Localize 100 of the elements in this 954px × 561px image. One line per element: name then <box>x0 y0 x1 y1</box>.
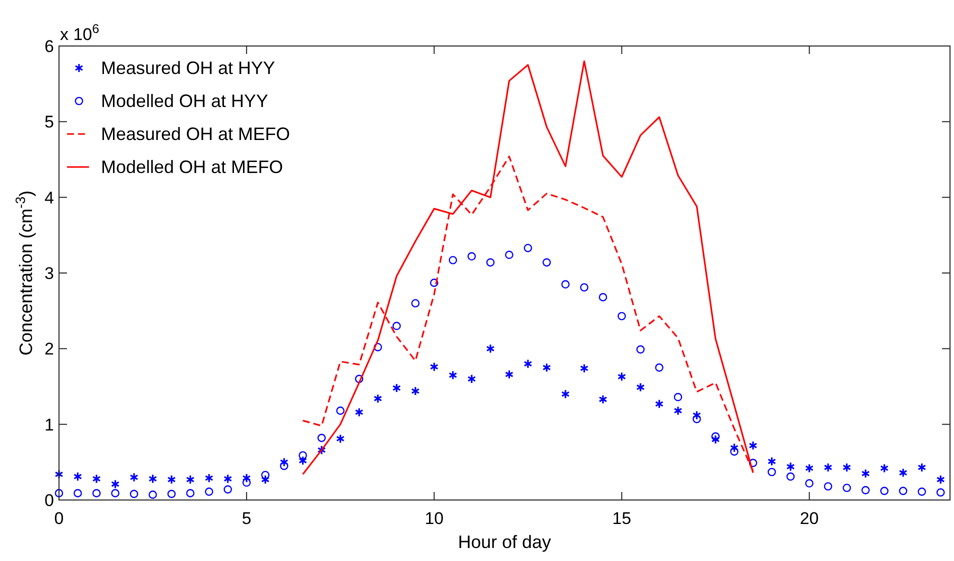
point <box>674 392 682 402</box>
point <box>692 410 702 420</box>
x-tick-label: 20 <box>800 509 819 528</box>
point <box>786 472 795 481</box>
point <box>167 490 176 498</box>
point <box>54 469 64 480</box>
point <box>842 462 852 472</box>
point <box>918 462 926 472</box>
point <box>861 468 870 478</box>
point <box>936 474 945 484</box>
point <box>92 474 101 484</box>
point <box>298 451 308 460</box>
point <box>898 486 908 496</box>
point <box>354 407 364 418</box>
point <box>617 372 626 382</box>
point <box>110 479 120 489</box>
y-tick-label: 3 <box>44 264 54 283</box>
point <box>224 474 232 484</box>
legend-label: Measured OH at HYY <box>101 58 276 78</box>
point <box>448 256 458 264</box>
point <box>598 293 608 302</box>
point <box>918 488 926 496</box>
x-axis-title: Hour of day <box>458 532 552 552</box>
text: x 10$^{6}$ <box>60 20 100 44</box>
point <box>598 394 608 404</box>
point <box>411 299 420 308</box>
point <box>730 447 738 456</box>
point <box>824 462 832 472</box>
point <box>73 472 82 482</box>
point <box>786 462 795 472</box>
point <box>542 258 551 267</box>
y-tick-label: 5 <box>44 112 54 132</box>
y-tick-label: 4 <box>44 188 54 208</box>
point <box>242 473 251 483</box>
point <box>148 474 158 484</box>
legend-label: Modelled OH at HYY <box>101 91 268 111</box>
point <box>618 312 626 320</box>
point <box>261 474 270 484</box>
y-tick-label: 0 <box>44 491 54 510</box>
point <box>842 484 851 492</box>
point <box>317 445 326 455</box>
point <box>636 382 645 392</box>
point <box>692 414 701 424</box>
point <box>748 440 758 450</box>
point <box>280 457 288 467</box>
point <box>898 468 908 478</box>
point <box>374 342 382 352</box>
point <box>111 489 120 498</box>
point <box>74 489 82 498</box>
y-tick-label: 2 <box>44 340 54 359</box>
point <box>486 344 495 354</box>
point <box>580 364 589 374</box>
point <box>824 482 832 491</box>
point <box>186 474 195 484</box>
point <box>524 244 532 252</box>
point <box>92 489 101 498</box>
point <box>467 374 476 384</box>
point <box>561 280 570 289</box>
point <box>54 489 64 498</box>
point <box>711 434 720 444</box>
y-tick-label: 1 <box>44 415 54 434</box>
point <box>654 399 664 409</box>
point <box>167 474 176 484</box>
point <box>430 278 438 287</box>
point <box>186 489 194 498</box>
legend-label: Measured OH at MEFO <box>101 124 290 144</box>
point <box>768 468 776 476</box>
point <box>524 358 532 369</box>
point <box>805 463 814 474</box>
point <box>486 258 495 267</box>
point <box>354 374 364 384</box>
point <box>468 252 476 261</box>
point <box>505 250 514 259</box>
point <box>636 345 645 354</box>
point <box>674 406 682 416</box>
point <box>204 473 214 483</box>
point <box>130 490 138 498</box>
point <box>748 458 758 468</box>
point <box>280 462 288 470</box>
point <box>936 488 945 497</box>
point <box>336 434 345 444</box>
legend-label: Modelled OH at MEFO <box>101 157 284 177</box>
point <box>580 283 588 292</box>
point <box>542 362 551 372</box>
x-tick-label: 10 <box>424 509 444 528</box>
point <box>448 370 458 380</box>
point <box>561 389 570 399</box>
point <box>430 362 438 372</box>
point <box>880 463 889 474</box>
point <box>504 370 514 380</box>
point <box>805 479 814 488</box>
y-tick-label: 6 <box>44 37 54 56</box>
point <box>392 322 401 330</box>
point <box>768 456 776 466</box>
point <box>336 406 345 415</box>
point <box>655 363 664 372</box>
point <box>392 383 401 393</box>
point <box>317 434 326 442</box>
x-tick-label: 15 <box>612 509 632 528</box>
point <box>880 486 889 496</box>
